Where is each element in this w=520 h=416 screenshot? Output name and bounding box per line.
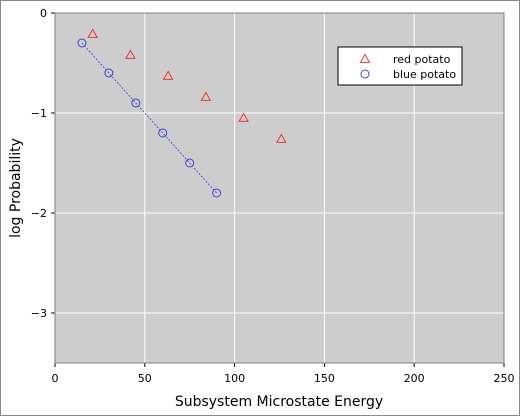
data-point-blue-potato: [212, 188, 222, 198]
data-point-red-potato: [238, 112, 249, 122]
data-point-red-potato: [275, 133, 287, 143]
data-series: [77, 28, 287, 198]
data-point-blue-potato: [158, 128, 168, 138]
y-tick-label: −1: [31, 107, 47, 120]
series-blue-potato: [77, 38, 222, 198]
gridlines: [55, 13, 504, 363]
plot-frame: [54, 12, 505, 364]
data-point-blue-potato: [185, 158, 195, 168]
series-line-blue-potato: [81, 42, 217, 194]
x-tick-label: 150: [314, 372, 335, 385]
y-tick-label: −3: [31, 307, 47, 320]
legend-label-blue-potato: blue potato: [393, 68, 456, 81]
y-tick-label: −2: [31, 207, 47, 220]
x-tick-label: 50: [138, 372, 152, 385]
legend: red potato blue potato: [337, 46, 463, 86]
data-point-red-potato: [87, 28, 99, 38]
data-point-blue-potato: [104, 68, 114, 78]
y-axis-label: log Probability: [8, 138, 24, 238]
data-point-blue-potato: [77, 38, 87, 48]
x-tick-label: 250: [494, 372, 515, 385]
legend-label-red-potato: red potato: [393, 53, 451, 66]
axes: 0 50 100 150 200 250 0 −1 −2 −3: [31, 7, 515, 385]
data-point-red-potato: [125, 49, 136, 59]
data-point-blue-potato: [131, 98, 141, 108]
x-axis-label: Subsystem Microstate Energy: [175, 394, 383, 410]
legend-marker-blue-potato: [360, 69, 370, 79]
x-tick-label: 200: [404, 372, 425, 385]
data-point-red-potato: [162, 70, 174, 80]
y-tick-label: 0: [40, 7, 47, 20]
data-point-red-potato: [200, 91, 212, 101]
x-tick-label: 100: [224, 372, 245, 385]
x-tick-label: 0: [52, 372, 59, 385]
series-red-potato: [87, 28, 287, 143]
legend-box: [337, 46, 463, 86]
legend-marker-red-potato: [359, 53, 371, 63]
